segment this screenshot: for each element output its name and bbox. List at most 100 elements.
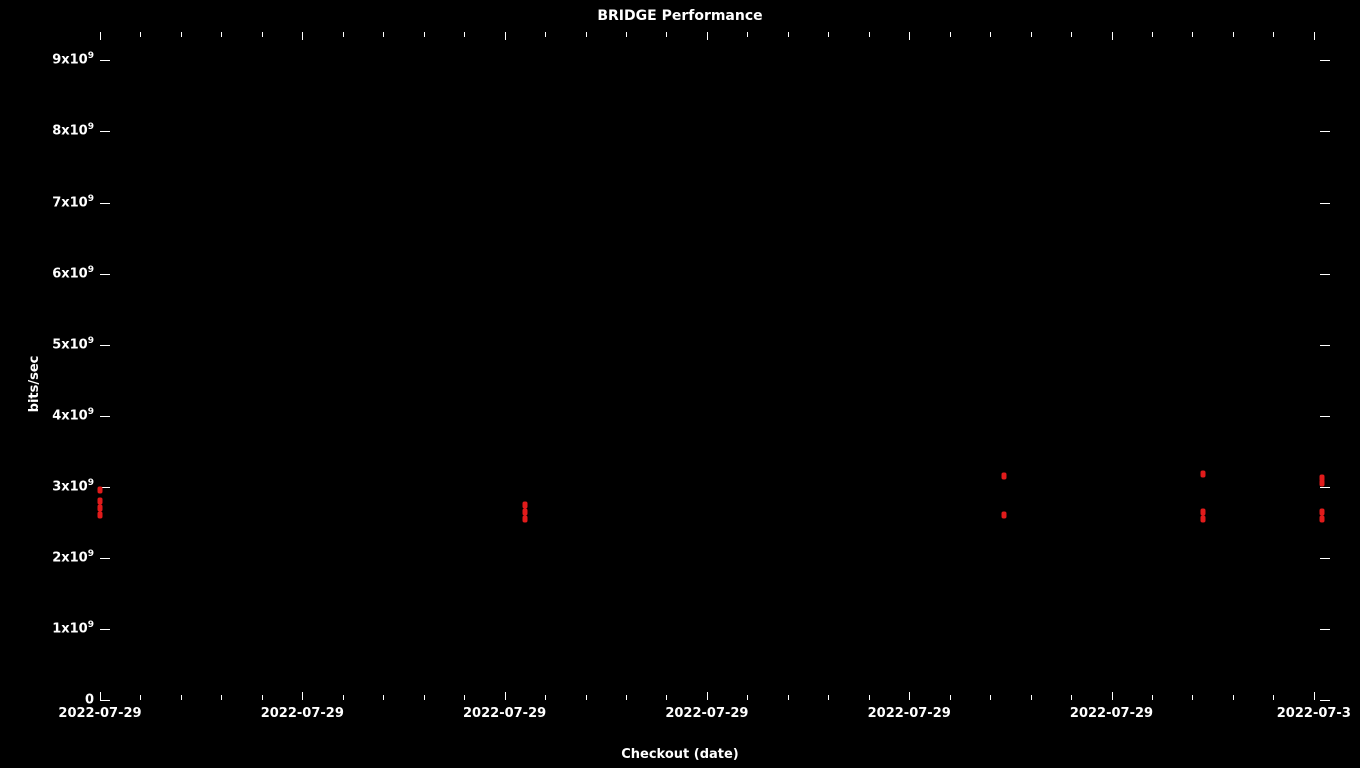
x-tick: [505, 32, 506, 40]
x-minor-tick: [181, 695, 182, 700]
y-tick: [100, 274, 110, 275]
x-tick: [707, 692, 708, 700]
data-point: [1319, 515, 1324, 522]
x-tick: [1314, 32, 1315, 40]
bridge-performance-chart: BRIDGE Performance bits/sec Checkout (da…: [0, 0, 1360, 768]
y-tick: [1320, 203, 1330, 204]
x-tick: [302, 692, 303, 700]
x-minor-tick: [343, 695, 344, 700]
x-minor-tick: [1233, 32, 1234, 37]
y-tick: [1320, 629, 1330, 630]
x-tick-label: 2022-07-29: [261, 706, 344, 721]
y-tick-label: 8x109: [52, 124, 94, 139]
x-minor-tick: [1273, 695, 1274, 700]
x-tick: [100, 32, 101, 40]
x-minor-tick: [424, 32, 425, 37]
y-axis-label: bits/sec: [27, 356, 42, 413]
y-tick-label: 3x109: [52, 479, 94, 494]
x-minor-tick: [666, 32, 667, 37]
x-minor-tick: [828, 32, 829, 37]
y-tick: [1320, 558, 1330, 559]
data-point: [1200, 508, 1205, 515]
x-minor-tick: [1192, 32, 1193, 37]
x-minor-tick: [181, 32, 182, 37]
x-minor-tick: [1031, 695, 1032, 700]
x-minor-tick: [788, 695, 789, 700]
y-tick: [100, 203, 110, 204]
x-minor-tick: [666, 695, 667, 700]
x-minor-tick: [383, 32, 384, 37]
y-tick: [100, 131, 110, 132]
y-tick-label: 9x109: [52, 53, 94, 68]
x-minor-tick: [747, 32, 748, 37]
y-tick: [100, 700, 110, 701]
x-minor-tick: [1071, 695, 1072, 700]
y-tick-label: 6x109: [52, 266, 94, 281]
x-minor-tick: [383, 695, 384, 700]
x-tick-label: 2022-07-29: [463, 706, 546, 721]
y-tick-label: 4x109: [52, 408, 94, 423]
data-point: [1002, 512, 1007, 519]
data-point: [1319, 480, 1324, 487]
x-minor-tick: [586, 695, 587, 700]
data-point: [98, 505, 103, 512]
y-tick: [1320, 274, 1330, 275]
x-tick: [909, 32, 910, 40]
y-tick: [1320, 131, 1330, 132]
y-tick: [100, 345, 110, 346]
x-minor-tick: [869, 32, 870, 37]
x-minor-tick: [990, 32, 991, 37]
x-minor-tick: [343, 32, 344, 37]
y-tick: [100, 629, 110, 630]
x-minor-tick: [747, 695, 748, 700]
x-tick: [909, 692, 910, 700]
data-point: [98, 487, 103, 494]
x-minor-tick: [1152, 32, 1153, 37]
x-tick: [1112, 692, 1113, 700]
x-tick: [1112, 32, 1113, 40]
x-minor-tick: [1233, 695, 1234, 700]
x-minor-tick: [424, 695, 425, 700]
x-minor-tick: [1031, 32, 1032, 37]
x-axis-label: Checkout (date): [0, 747, 1360, 762]
x-minor-tick: [221, 32, 222, 37]
x-minor-tick: [950, 32, 951, 37]
x-tick-label: 2022-07-29: [868, 706, 951, 721]
data-point: [522, 508, 527, 515]
data-point: [98, 512, 103, 519]
y-tick: [1320, 345, 1330, 346]
x-tick-label: 2022-07-3: [1277, 706, 1351, 721]
x-minor-tick: [140, 695, 141, 700]
data-point: [1200, 471, 1205, 478]
data-point: [1200, 515, 1205, 522]
x-tick-label: 2022-07-29: [58, 706, 141, 721]
y-tick: [1320, 416, 1330, 417]
y-tick: [100, 558, 110, 559]
data-point: [1319, 508, 1324, 515]
x-minor-tick: [262, 695, 263, 700]
x-minor-tick: [586, 32, 587, 37]
x-minor-tick: [464, 695, 465, 700]
y-tick: [100, 416, 110, 417]
x-minor-tick: [221, 695, 222, 700]
y-tick: [1320, 60, 1330, 61]
x-tick: [302, 32, 303, 40]
x-tick: [707, 32, 708, 40]
x-minor-tick: [1192, 695, 1193, 700]
chart-title: BRIDGE Performance: [0, 8, 1360, 24]
x-minor-tick: [869, 695, 870, 700]
data-point: [98, 498, 103, 505]
y-tick: [100, 60, 110, 61]
x-tick: [1314, 692, 1315, 700]
x-minor-tick: [1152, 695, 1153, 700]
x-minor-tick: [545, 32, 546, 37]
x-tick-label: 2022-07-29: [1070, 706, 1153, 721]
x-tick: [505, 692, 506, 700]
x-minor-tick: [626, 32, 627, 37]
x-minor-tick: [990, 695, 991, 700]
x-minor-tick: [626, 695, 627, 700]
x-tick: [100, 692, 101, 700]
data-point: [522, 515, 527, 522]
data-point: [522, 501, 527, 508]
x-minor-tick: [545, 695, 546, 700]
